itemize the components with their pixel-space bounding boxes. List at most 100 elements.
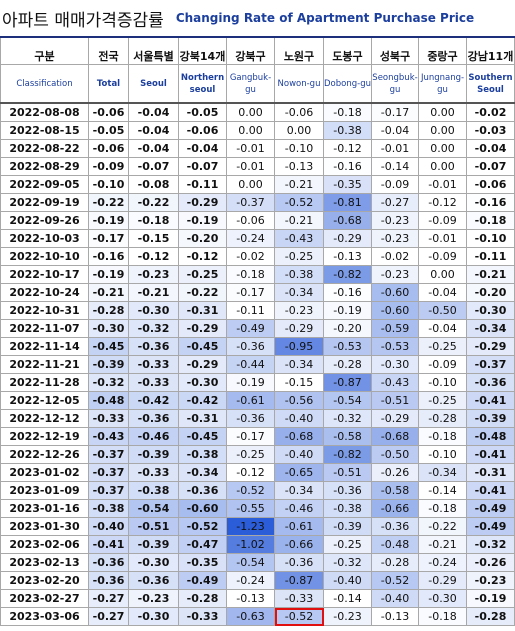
value-cell: -0.45 bbox=[178, 337, 227, 356]
value-cell: 0.00 bbox=[226, 175, 275, 194]
value-cell: -0.42 bbox=[128, 391, 179, 410]
value-cell: -0.14 bbox=[323, 589, 372, 608]
value-cell: -0.03 bbox=[466, 121, 515, 140]
value-cell: -0.23 bbox=[371, 229, 419, 248]
value-cell: -0.47 bbox=[178, 535, 227, 554]
value-cell: -0.10 bbox=[466, 229, 515, 248]
value-cell: -0.46 bbox=[128, 427, 179, 446]
value-cell: -0.68 bbox=[371, 427, 419, 446]
date-cell: 2022-12-19 bbox=[0, 427, 89, 446]
value-cell: -0.23 bbox=[128, 589, 179, 608]
value-cell: -0.54 bbox=[128, 499, 179, 518]
table-row: 2022-10-17 -0.19 -0.23 -0.25 -0.18 -0.38 -0.82… bbox=[0, 265, 515, 284]
value-cell: -0.06 bbox=[88, 102, 129, 122]
value-cell: -0.61 bbox=[274, 517, 324, 536]
value-cell: -0.36 bbox=[128, 409, 179, 428]
table-row: 2022-09-19 -0.22 -0.22 -0.29 -0.37 -0.52 -0.81… bbox=[0, 193, 515, 212]
value-cell: -0.41 bbox=[466, 391, 515, 410]
value-cell: -0.52 bbox=[274, 607, 324, 626]
table-row: 2022-08-22 -0.06 -0.04 -0.04 -0.01 -0.10 -0.12… bbox=[0, 139, 515, 158]
value-cell: -0.39 bbox=[128, 445, 179, 464]
value-cell: -0.16 bbox=[88, 247, 129, 266]
value-cell: -0.20 bbox=[178, 229, 227, 248]
table-row: 2023-01-30 -0.40 -0.51 -0.52 -1.23 -0.61 -0.39… bbox=[0, 517, 515, 536]
value-cell: -0.30 bbox=[371, 355, 419, 374]
value-cell: -0.17 bbox=[88, 229, 129, 248]
value-cell: -0.32 bbox=[88, 373, 129, 392]
value-cell: -0.25 bbox=[178, 265, 227, 284]
value-cell: -0.40 bbox=[88, 517, 129, 536]
value-cell: -0.09 bbox=[371, 175, 419, 194]
header-row-english: Classification Total Seoul Northern seoul Ga… bbox=[0, 64, 515, 104]
table-row: 2023-01-02 -0.37 -0.33 -0.34 -0.12 -0.65 -0.51… bbox=[0, 463, 515, 482]
column-header-english: Gangbuk-gu bbox=[226, 64, 275, 104]
date-cell: 2022-12-05 bbox=[0, 391, 89, 410]
value-cell: -0.18 bbox=[418, 607, 467, 626]
value-cell: -0.34 bbox=[418, 463, 467, 482]
table-row: 2022-08-08 -0.06 -0.04 -0.05 0.00 -0.06 -0.18-… bbox=[0, 102, 515, 122]
table-row: 2023-02-20 -0.36 -0.36 -0.49 -0.24 -0.87 -0.40… bbox=[0, 571, 515, 590]
value-cell: -0.39 bbox=[88, 355, 129, 374]
table-row: 2023-02-13 -0.36 -0.30 -0.35 -0.54 -0.36 -0.32… bbox=[0, 553, 515, 572]
date-cell: 2022-10-10 bbox=[0, 247, 89, 266]
table-row: 2022-12-26 -0.37 -0.39 -0.38 -0.25 -0.40 -0.82… bbox=[0, 445, 515, 464]
value-cell: -0.51 bbox=[128, 517, 179, 536]
table-row: 2022-12-12 -0.33 -0.36 -0.31 -0.36 -0.40 -0.32… bbox=[0, 409, 515, 428]
value-cell: -0.19 bbox=[226, 373, 275, 392]
value-cell: -0.04 bbox=[466, 139, 515, 158]
value-cell: -0.36 bbox=[88, 553, 129, 572]
title-bar: 아파트 매매가격증감률 Changing Rate of Apartment P… bbox=[0, 0, 515, 36]
value-cell: -0.21 bbox=[418, 535, 467, 554]
value-cell: -0.05 bbox=[178, 102, 227, 122]
value-cell: -0.41 bbox=[88, 535, 129, 554]
value-cell: -0.66 bbox=[371, 499, 419, 518]
value-cell: -0.28 bbox=[418, 409, 467, 428]
value-cell: -0.01 bbox=[226, 157, 275, 176]
date-cell: 2023-02-13 bbox=[0, 553, 89, 572]
value-cell: -0.29 bbox=[371, 409, 419, 428]
value-cell: -0.26 bbox=[466, 553, 515, 572]
value-cell: -0.22 bbox=[418, 517, 467, 536]
value-cell: -0.38 bbox=[88, 499, 129, 518]
value-cell: -0.33 bbox=[128, 355, 179, 374]
value-cell: -0.09 bbox=[418, 211, 467, 230]
value-cell: -0.43 bbox=[88, 427, 129, 446]
value-cell: 0.00 bbox=[418, 139, 467, 158]
value-cell: 0.00 bbox=[418, 265, 467, 284]
value-cell: -0.36 bbox=[274, 553, 324, 572]
value-cell: -0.82 bbox=[323, 265, 372, 284]
date-cell: 2023-03-06 bbox=[0, 607, 89, 626]
value-cell: -0.25 bbox=[226, 445, 275, 464]
table-row: 2022-11-14 -0.45 -0.36 -0.45 -0.36 -0.95 -0.53… bbox=[0, 337, 515, 356]
value-cell: -0.59 bbox=[371, 319, 419, 338]
value-cell: -0.95 bbox=[274, 337, 324, 356]
value-cell: -0.49 bbox=[178, 571, 227, 590]
value-cell: -0.12 bbox=[323, 139, 372, 158]
value-cell: -0.49 bbox=[466, 517, 515, 536]
value-cell: -0.36 bbox=[323, 481, 372, 500]
value-cell: -0.28 bbox=[371, 553, 419, 572]
date-cell: 2022-10-31 bbox=[0, 301, 89, 320]
date-cell: 2023-02-27 bbox=[0, 589, 89, 608]
value-cell: -0.22 bbox=[88, 193, 129, 212]
value-cell: -0.24 bbox=[226, 229, 275, 248]
value-cell: -0.33 bbox=[178, 607, 227, 626]
date-cell: 2023-01-02 bbox=[0, 463, 89, 482]
value-cell: -0.33 bbox=[128, 373, 179, 392]
value-cell: -0.10 bbox=[418, 445, 467, 464]
value-cell: -0.38 bbox=[128, 481, 179, 500]
value-cell: -0.34 bbox=[274, 355, 324, 374]
value-cell: -0.21 bbox=[128, 283, 179, 302]
value-cell: -0.06 bbox=[466, 175, 515, 194]
value-cell: -0.13 bbox=[371, 607, 419, 626]
table-row: 2022-10-03 -0.17 -0.15 -0.20 -0.24 -0.43 -0.29… bbox=[0, 229, 515, 248]
date-cell: 2022-11-21 bbox=[0, 355, 89, 374]
value-cell: -0.12 bbox=[226, 463, 275, 482]
value-cell: -0.39 bbox=[466, 409, 515, 428]
value-cell: -0.16 bbox=[466, 193, 515, 212]
value-cell: -0.14 bbox=[418, 481, 467, 500]
value-cell: -0.12 bbox=[128, 247, 179, 266]
table-row: 2023-02-06 -0.41 -0.39 -0.47 -1.02 -0.66 -0.25… bbox=[0, 535, 515, 554]
value-cell: -0.28 bbox=[323, 355, 372, 374]
